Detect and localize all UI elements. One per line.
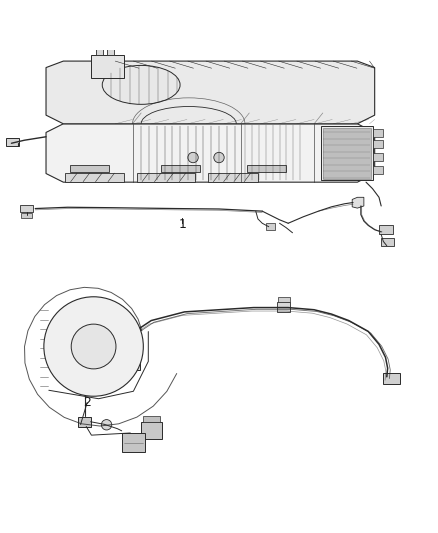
Circle shape bbox=[71, 324, 116, 369]
Bar bbox=[141, 422, 162, 439]
Circle shape bbox=[101, 419, 112, 430]
Ellipse shape bbox=[102, 66, 180, 104]
Bar bbox=[266, 223, 275, 230]
Bar bbox=[161, 165, 200, 172]
Text: 2: 2 bbox=[83, 396, 91, 409]
Bar bbox=[379, 225, 393, 235]
Bar bbox=[66, 173, 124, 182]
Circle shape bbox=[214, 152, 224, 163]
Ellipse shape bbox=[96, 38, 102, 41]
Bar bbox=[20, 205, 33, 212]
Bar bbox=[92, 54, 124, 78]
Circle shape bbox=[188, 152, 198, 163]
Bar bbox=[247, 165, 286, 172]
Bar bbox=[323, 128, 371, 179]
Bar bbox=[208, 173, 258, 182]
Bar bbox=[383, 373, 400, 384]
Bar bbox=[372, 129, 383, 137]
Bar bbox=[277, 302, 290, 312]
Bar bbox=[104, 327, 141, 370]
Bar bbox=[321, 126, 372, 180]
Polygon shape bbox=[46, 124, 374, 182]
Polygon shape bbox=[352, 197, 364, 208]
Bar bbox=[137, 173, 195, 182]
Circle shape bbox=[44, 297, 143, 396]
Bar bbox=[381, 238, 394, 246]
Bar bbox=[96, 39, 102, 54]
Bar bbox=[372, 166, 383, 174]
Ellipse shape bbox=[107, 36, 114, 40]
Bar bbox=[278, 297, 290, 302]
Bar bbox=[372, 153, 383, 160]
Bar bbox=[107, 38, 114, 54]
Bar bbox=[372, 140, 383, 148]
Bar bbox=[70, 165, 109, 172]
Text: 1: 1 bbox=[178, 217, 186, 231]
Bar bbox=[143, 416, 160, 422]
Bar bbox=[78, 417, 91, 426]
Polygon shape bbox=[46, 61, 374, 124]
Bar bbox=[122, 433, 145, 453]
Bar bbox=[6, 139, 19, 146]
Bar bbox=[21, 213, 32, 217]
